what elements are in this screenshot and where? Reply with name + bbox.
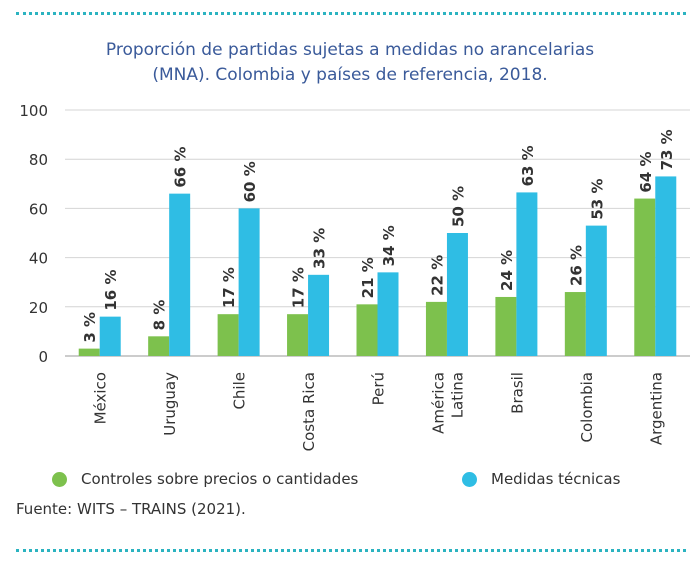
legend-item-medidas: Medidas técnicas (462, 470, 620, 488)
y-tick-label: 0 (38, 348, 48, 366)
bar-value-label: 26 % (567, 245, 585, 286)
x-tick-label: Costa Rica (300, 372, 318, 451)
bar-medidas (238, 208, 260, 356)
bar-value-label: 64 % (637, 151, 655, 192)
bar-medidas (516, 192, 538, 356)
chart-title-line-1: Proporción de partidas sujetas a medidas… (105, 40, 595, 60)
bar-value-label: 16 % (102, 269, 120, 310)
bar-value-label: 60 % (241, 161, 259, 202)
x-tick-label: Colombia (578, 372, 596, 443)
legend-label-medidas: Medidas técnicas (491, 470, 621, 488)
bar-controles (217, 314, 239, 356)
x-tick-label: Brasil (508, 372, 526, 414)
bar-value-label: 8 % (151, 300, 169, 331)
bar-controles (148, 336, 170, 356)
bar-controles (634, 198, 656, 356)
bar-value-label: 53 % (588, 178, 606, 219)
bar-value-label: 3 % (81, 312, 99, 343)
bar-controles (495, 296, 517, 356)
bar-value-label: 63 % (519, 145, 537, 186)
bar-medidas (169, 193, 191, 356)
bottom-dotted-rule (16, 549, 686, 552)
bar-controles (564, 292, 586, 356)
y-tick-label: 100 (19, 102, 48, 120)
bar-controles (356, 304, 378, 356)
chart-title-line-2: (MNA). Colombia y países de referencia, … (152, 65, 548, 85)
legend-swatch-green (52, 471, 67, 487)
x-tick-label: Uruguay (161, 372, 179, 436)
bar-value-label: 73 % (658, 129, 676, 170)
bar-medidas (446, 233, 468, 356)
bar-controles (425, 301, 447, 356)
x-tick-label: Argentina (647, 372, 665, 445)
x-tick-label: Latina (448, 372, 466, 418)
y-tick-label: 40 (29, 250, 48, 268)
x-tick-label: Perú (370, 372, 388, 405)
legend-item-controles: Controles sobre precios o cantidades (52, 470, 358, 488)
bar-medidas (377, 272, 399, 356)
x-tick-label: América (429, 372, 447, 434)
bar-value-label: 34 % (380, 225, 398, 266)
bar-value-label: 21 % (359, 257, 377, 298)
bar-medidas (655, 176, 677, 356)
bar-value-label: 22 % (428, 255, 446, 296)
legend-swatch-blue (462, 471, 477, 487)
top-dotted-rule (16, 12, 686, 15)
bar-medidas (99, 316, 121, 356)
y-tick-label: 20 (29, 299, 48, 317)
bar-value-label: 66 % (172, 146, 190, 187)
legend-label-controles: Controles sobre precios o cantidades (81, 470, 359, 488)
bar-value-label: 33 % (311, 228, 329, 269)
bar-medidas (585, 225, 607, 356)
bar-value-label: 24 % (498, 250, 516, 291)
bar-value-label: 17 % (290, 267, 308, 308)
bar-medidas (308, 274, 330, 356)
bar-value-label: 50 % (449, 186, 467, 227)
bar-controles (78, 348, 100, 356)
chart-title: Proporción de partidas sujetas a medidas… (0, 38, 700, 88)
bar-value-label: 17 % (220, 267, 238, 308)
source-note: Fuente: WITS – TRAINS (2021). (16, 500, 246, 518)
y-tick-label: 80 (29, 151, 48, 169)
bar-controles (287, 314, 309, 356)
y-tick-label: 60 (29, 200, 48, 218)
x-tick-label: México (92, 372, 110, 424)
x-tick-label: Chile (231, 372, 249, 410)
